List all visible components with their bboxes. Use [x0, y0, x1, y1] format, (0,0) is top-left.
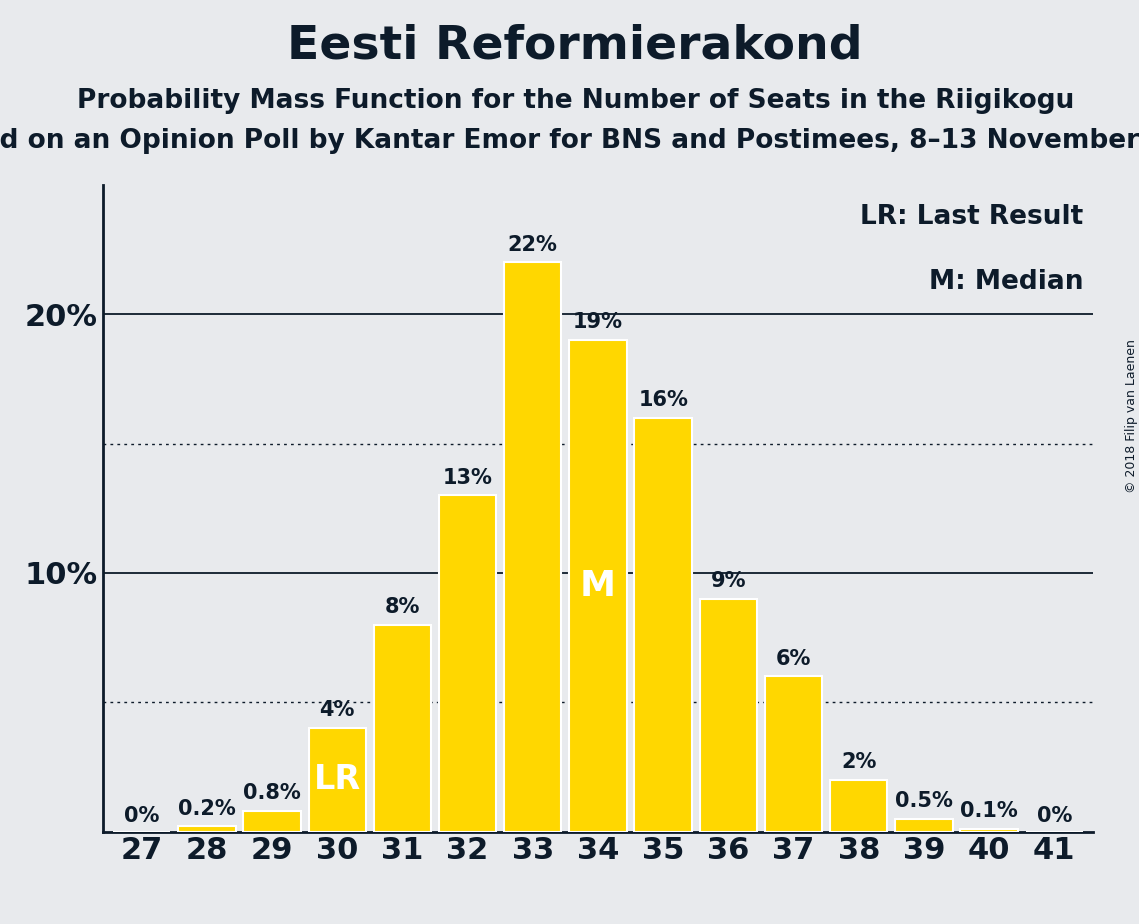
Text: Probability Mass Function for the Number of Seats in the Riigikogu: Probability Mass Function for the Number… [76, 88, 1074, 114]
Text: 16%: 16% [638, 390, 688, 410]
Bar [895, 819, 952, 832]
Text: 0.5%: 0.5% [895, 791, 953, 811]
Bar [699, 599, 757, 832]
Bar [634, 418, 691, 832]
Text: 0%: 0% [1036, 807, 1072, 826]
Text: 0.1%: 0.1% [960, 801, 1018, 821]
Text: LR: Last Result: LR: Last Result [860, 204, 1083, 230]
Text: LR: LR [313, 763, 361, 796]
Text: Based on an Opinion Poll by Kantar Emor for BNS and Postimees, 8–13 November 201: Based on an Opinion Poll by Kantar Emor … [0, 128, 1139, 153]
Bar [570, 340, 626, 832]
Text: 0.2%: 0.2% [178, 798, 236, 819]
Text: © 2018 Filip van Laenen: © 2018 Filip van Laenen [1124, 339, 1138, 492]
Text: 13%: 13% [443, 468, 492, 488]
Text: Eesti Reformierakond: Eesti Reformierakond [287, 23, 863, 68]
Text: M: Median: M: Median [929, 269, 1083, 295]
Bar [765, 676, 822, 832]
Bar [960, 829, 1018, 832]
Text: 0.8%: 0.8% [243, 784, 301, 803]
Text: 9%: 9% [711, 571, 746, 591]
Bar [505, 262, 562, 832]
Text: 4%: 4% [320, 700, 355, 721]
Text: 6%: 6% [776, 649, 811, 669]
Text: 0%: 0% [124, 807, 159, 826]
Text: 19%: 19% [573, 312, 623, 333]
Text: 22%: 22% [508, 235, 558, 255]
Bar [178, 826, 236, 832]
Text: 2%: 2% [841, 752, 876, 772]
Text: 8%: 8% [385, 597, 420, 617]
Text: M: M [580, 569, 616, 602]
Bar [374, 625, 431, 832]
Bar [244, 811, 301, 832]
Bar [309, 728, 366, 832]
Bar [830, 780, 887, 832]
Bar [439, 495, 497, 832]
